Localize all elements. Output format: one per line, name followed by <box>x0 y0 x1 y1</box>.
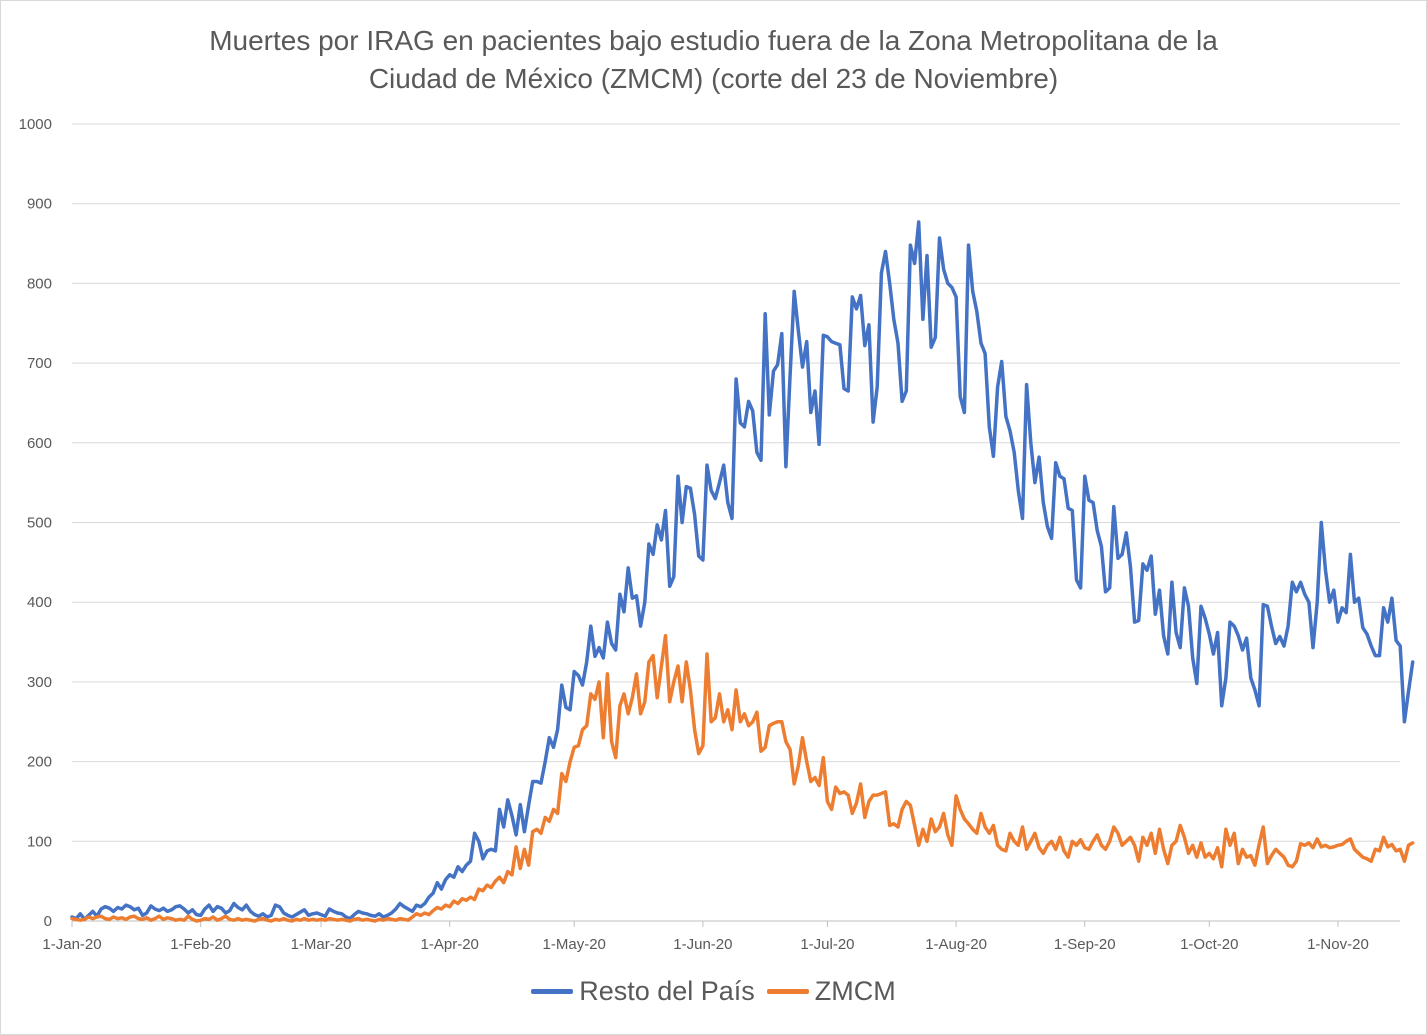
x-tick-label: 1-Oct-20 <box>1180 936 1238 953</box>
legend-label-zmcm: ZMCM <box>814 976 896 1006</box>
y-tick-label: 1000 <box>19 116 52 133</box>
x-tick-label: 1-Aug-20 <box>925 936 987 953</box>
x-tick-label: 1-Jun-20 <box>673 936 732 953</box>
x-tick-label: 1-Sep-20 <box>1054 936 1116 953</box>
chart-title-line-2: Ciudad de México (ZMCM) (corte del 23 de… <box>368 63 1059 94</box>
legend-swatch-zmcm <box>766 989 809 994</box>
legend-swatch-resto <box>531 989 574 994</box>
x-tick-label: 1-Jan-20 <box>42 936 101 953</box>
legend: Resto del País ZMCM <box>0 976 1427 1007</box>
y-tick-label: 400 <box>27 594 52 611</box>
y-tick-label: 700 <box>27 355 52 372</box>
x-tick-label: 1-May-20 <box>543 936 606 953</box>
y-tick-label: 0 <box>44 913 52 930</box>
legend-item-resto: Resto del País <box>531 976 755 1007</box>
x-tick-label: 1-Feb-20 <box>170 936 231 953</box>
x-tick-label: 1-Jul-20 <box>800 936 854 953</box>
series-line-resto-del-pais <box>70 220 1415 922</box>
x-tick-label: 1-Apr-20 <box>421 936 479 953</box>
legend-label-resto: Resto del País <box>579 976 755 1006</box>
y-tick-label: 500 <box>27 515 52 532</box>
y-tick-label: 600 <box>27 435 52 452</box>
x-tick-label: 1-Nov-20 <box>1307 936 1369 953</box>
y-tick-label: 100 <box>27 833 52 850</box>
y-tick-label: 200 <box>27 754 52 771</box>
y-tick-label: 800 <box>27 275 52 292</box>
series-line-zmcm <box>70 633 1415 923</box>
legend-item-zmcm: ZMCM <box>766 976 896 1007</box>
gridlines <box>72 123 1400 842</box>
y-tick-label: 900 <box>27 196 52 213</box>
chart-title-line-1: Muertes por IRAG en pacientes bajo estud… <box>209 25 1218 56</box>
chart-title: Muertes por IRAG en pacientes bajo estud… <box>0 22 1427 98</box>
axes: 0 100 200 300 400 500 600 700 800 900 1000 1-Jan-20… <box>19 116 1400 953</box>
x-tick-label: 1-Mar-20 <box>291 936 352 953</box>
series-lines <box>70 220 1415 923</box>
y-tick-label: 300 <box>27 674 52 691</box>
